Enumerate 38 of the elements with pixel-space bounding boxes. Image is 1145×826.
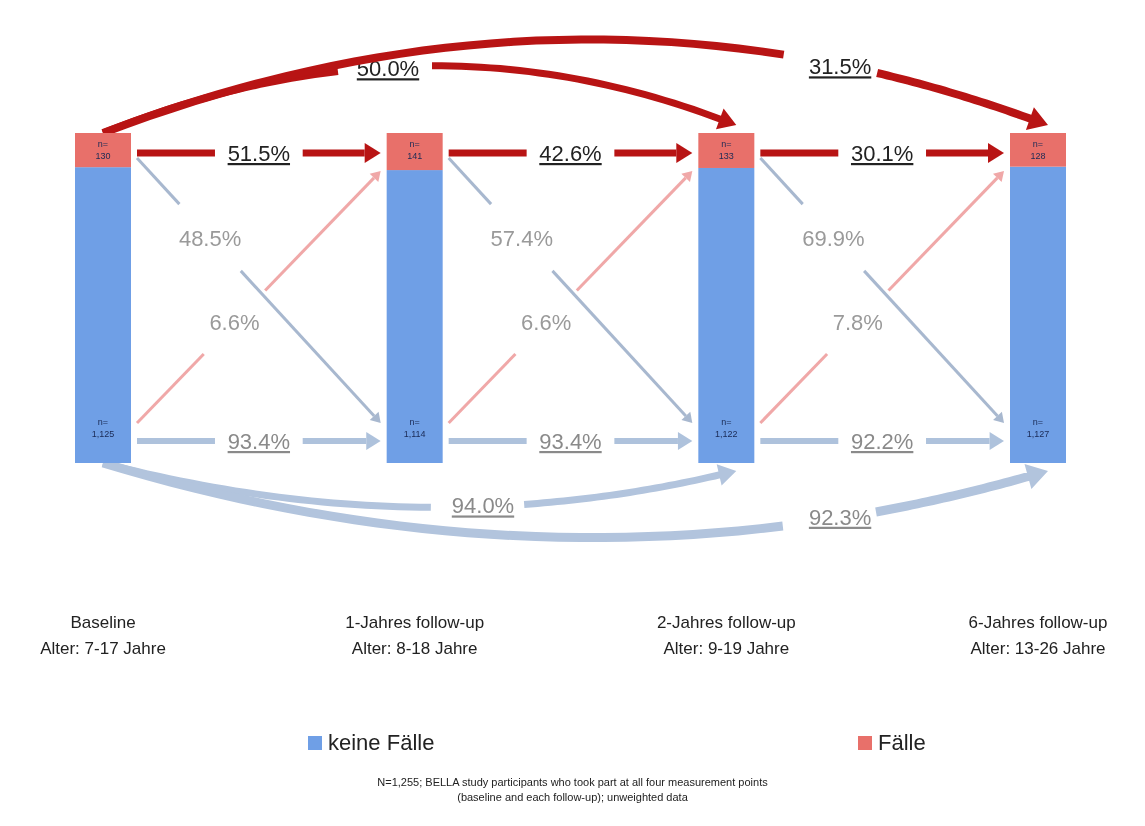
annotation: 93.4%	[539, 429, 602, 454]
annotation: 30.1%	[850, 141, 914, 166]
annotation: 6.6%	[209, 310, 260, 336]
x-tick-label: 2-Jahres follow-up Alter: 9-19 Jahre	[656, 613, 796, 658]
bar	[1010, 166, 1066, 463]
bar	[1010, 133, 1066, 167]
annotation: 48.5%	[178, 225, 242, 251]
data-label: n= 133	[718, 139, 734, 161]
data-label: n= 130	[95, 139, 111, 161]
bar	[698, 133, 755, 168]
bar	[386, 170, 443, 463]
bar	[75, 133, 131, 168]
text: 94.0%	[451, 493, 515, 519]
text: 92.3%	[808, 504, 872, 530]
annotation: 7.8%	[832, 310, 883, 336]
annotation: 92.2%	[850, 429, 914, 454]
data-label: n= 1,125	[91, 417, 115, 439]
annotation: 51.5%	[227, 141, 291, 166]
legend-label: Fälle	[878, 730, 926, 755]
data-label: n= 141	[407, 139, 423, 161]
data-label: n= 128	[1030, 139, 1046, 161]
x-tick-label: 1-Jahres follow-up Alter: 8-18 Jahre	[345, 613, 485, 658]
data-label: n= 1,127	[1026, 417, 1050, 439]
annotation: 6.6%	[521, 310, 572, 336]
data-label: n= 1,122	[715, 417, 738, 439]
data-label: n= 1,114	[403, 417, 426, 439]
x-tick-label: Baseline Alter: 7-17 Jahre	[40, 613, 166, 658]
annotation: 69.9%	[802, 225, 865, 251]
legend-label: keine Fälle	[328, 730, 435, 755]
annotation: 42.6%	[539, 141, 602, 166]
bar	[698, 167, 755, 463]
annotation: 93.4%	[227, 429, 291, 454]
x-tick-label: 6-Jahres follow-up Alter: 13-26 Jahre	[968, 613, 1108, 658]
bar	[75, 167, 131, 463]
text: 31.5%	[808, 54, 872, 80]
text: N=1,255; BELLA study participants who took part at all four measurement points (baseline and each follow-up); unweighted data	[377, 776, 769, 803]
annotation: 57.4%	[490, 225, 553, 251]
bar	[386, 133, 443, 171]
